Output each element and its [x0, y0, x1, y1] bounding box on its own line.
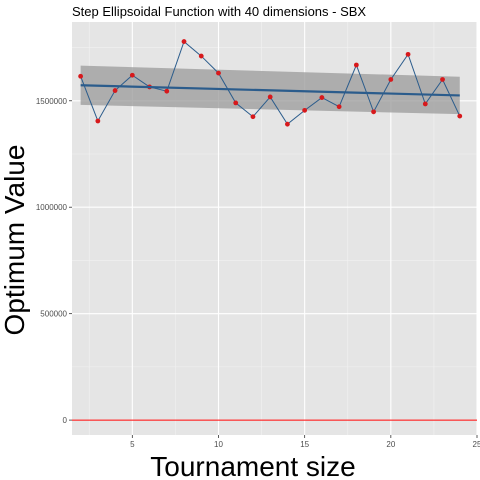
y-tick-label: 0	[63, 416, 68, 425]
data-point	[250, 114, 256, 120]
data-point	[129, 72, 135, 78]
data-point	[388, 77, 394, 82]
data-point	[422, 101, 428, 107]
trend-line	[80, 84, 460, 97]
data-point	[78, 73, 84, 79]
data-point	[164, 88, 170, 94]
data-point	[95, 118, 101, 124]
x-axis-title: Tournament size	[150, 451, 355, 480]
x-axis: 5 10 15 20 25	[130, 435, 480, 449]
data-point	[371, 109, 376, 115]
data-point	[233, 100, 239, 106]
plot-panel	[72, 22, 478, 435]
data-point	[216, 70, 221, 76]
data-point	[457, 113, 463, 119]
data-point	[181, 39, 187, 44]
data-point	[336, 104, 342, 110]
y-axis: 0 500000 1000000 1500000	[36, 97, 72, 425]
data-point	[302, 107, 308, 113]
data-point	[440, 77, 445, 82]
x-tick-label: 5	[130, 440, 135, 449]
x-tick-label: 25	[473, 440, 480, 449]
data-point	[353, 62, 359, 68]
chart-title: Step Ellipsoidal Function with 40 dimens…	[72, 4, 366, 19]
y-tick-label: 1000000	[36, 203, 68, 212]
x-tick-label: 20	[386, 440, 395, 449]
x-tick-label: 15	[300, 440, 309, 449]
data-point	[405, 51, 411, 57]
data-point	[112, 88, 118, 93]
data-point	[285, 121, 290, 127]
y-tick-label: 500000	[40, 310, 67, 319]
data-point	[319, 95, 325, 100]
data-point	[198, 53, 204, 59]
y-axis-title: Optimum Value	[0, 145, 30, 336]
data-point	[267, 94, 273, 100]
y-tick-label: 1500000	[36, 97, 68, 106]
x-tick-label: 10	[214, 440, 223, 449]
